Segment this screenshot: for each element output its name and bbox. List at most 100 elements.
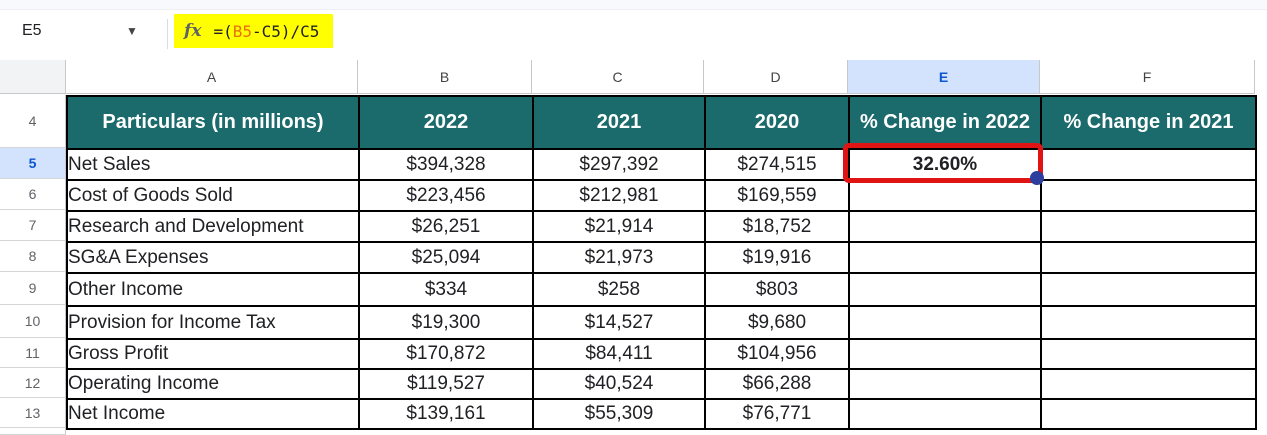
table-row: Operating Income $119,527 $40,524 $66,28… — [66, 368, 1257, 400]
cell[interactable]: $55,309 — [532, 398, 706, 430]
cell[interactable] — [848, 305, 1042, 340]
cell[interactable] — [848, 398, 1042, 430]
cell[interactable] — [848, 241, 1042, 274]
header-2020[interactable]: 2020 — [704, 95, 850, 150]
column-header-d[interactable]: D — [704, 60, 848, 94]
row-label[interactable]: Research and Development — [66, 210, 360, 243]
header-pct-change-2021[interactable]: % Change in 2021 — [1040, 95, 1257, 150]
cell[interactable]: $119,527 — [358, 368, 534, 400]
chevron-down-icon[interactable]: ▼ — [126, 24, 138, 38]
cell[interactable] — [848, 272, 1042, 307]
selected-cell-e5[interactable]: 32.60% — [848, 148, 1042, 181]
row-header-11[interactable]: 11 — [0, 338, 66, 368]
row-header-10[interactable]: 10 — [0, 305, 66, 338]
cell-c5[interactable]: $297,392 — [532, 148, 706, 181]
cell[interactable]: $66,288 — [704, 368, 850, 400]
row-header-13[interactable]: 13 — [0, 398, 66, 428]
row-header-12[interactable]: 12 — [0, 368, 66, 398]
row-header-14-partial[interactable] — [0, 428, 66, 435]
cell[interactable]: $104,956 — [704, 338, 850, 370]
cell[interactable] — [848, 338, 1042, 370]
row-label[interactable]: Net Sales — [66, 148, 360, 181]
formula-input-highlight[interactable]: fx =(B5-C5)/C5 — [174, 14, 334, 48]
cell[interactable]: $21,973 — [532, 241, 706, 274]
row-header-8[interactable]: 8 — [0, 241, 66, 272]
header-2022[interactable]: 2022 — [358, 95, 534, 150]
row-label[interactable]: Cost of Goods Sold — [66, 179, 360, 212]
row-header-7[interactable]: 7 — [0, 210, 66, 241]
row-header-6[interactable]: 6 — [0, 179, 66, 210]
select-all-corner[interactable] — [0, 60, 66, 94]
cell[interactable] — [1040, 241, 1257, 274]
cell[interactable] — [1040, 305, 1257, 340]
cell[interactable] — [1040, 368, 1257, 400]
header-pct-change-2022[interactable]: % Change in 2022 — [848, 95, 1042, 150]
cell[interactable] — [1040, 398, 1257, 430]
table-row: Cost of Goods Sold $223,456 $212,981 $16… — [66, 179, 1257, 212]
row-label[interactable]: Net Income — [66, 398, 360, 430]
cell-b5[interactable]: $394,328 — [358, 148, 534, 181]
name-box[interactable]: E5 ▼ — [0, 10, 150, 58]
formula-part1: =( — [213, 21, 233, 41]
cell[interactable]: $19,300 — [358, 305, 534, 340]
cell[interactable]: $212,981 — [532, 179, 706, 212]
column-headers: A B C D E F — [0, 60, 1255, 95]
table-row: Net Income $139,161 $55,309 $76,771 — [66, 398, 1257, 430]
cell[interactable]: $334 — [358, 272, 534, 307]
cell[interactable] — [848, 368, 1042, 400]
cell[interactable] — [1040, 210, 1257, 243]
cell[interactable]: $9,680 — [704, 305, 850, 340]
cell[interactable] — [848, 179, 1042, 212]
cell[interactable]: $19,916 — [704, 241, 850, 274]
cell[interactable]: $18,752 — [704, 210, 850, 243]
cell[interactable]: $25,094 — [358, 241, 534, 274]
row-headers: 4 5 6 7 8 9 10 11 12 13 — [0, 95, 66, 435]
cell-d5[interactable]: $274,515 — [704, 148, 850, 181]
column-header-b[interactable]: B — [358, 60, 532, 94]
cell[interactable]: $14,527 — [532, 305, 706, 340]
column-header-c[interactable]: C — [532, 60, 704, 94]
cell[interactable]: $21,914 — [532, 210, 706, 243]
cell[interactable]: $40,524 — [532, 368, 706, 400]
table-row: Provision for Income Tax $19,300 $14,527… — [66, 305, 1257, 340]
cell[interactable]: $169,559 — [704, 179, 850, 212]
table-row: Research and Development $26,251 $21,914… — [66, 210, 1257, 243]
cell[interactable] — [1040, 338, 1257, 370]
column-header-e-active[interactable]: E — [848, 60, 1040, 94]
formula-part2: -C5)/C5 — [251, 21, 320, 41]
row-header-4[interactable]: 4 — [0, 95, 66, 148]
table-row: SG&A Expenses $25,094 $21,973 $19,916 — [66, 241, 1257, 274]
column-header-a[interactable]: A — [66, 60, 358, 94]
cell[interactable]: $223,456 — [358, 179, 534, 212]
header-2021[interactable]: 2021 — [532, 95, 706, 150]
row-label[interactable]: Provision for Income Tax — [66, 305, 360, 340]
table-row: Gross Profit $170,872 $84,411 $104,956 — [66, 338, 1257, 370]
column-header-f[interactable]: F — [1040, 60, 1255, 94]
row-header-5-active[interactable]: 5 — [0, 148, 66, 179]
row-label[interactable]: Gross Profit — [66, 338, 360, 370]
cell[interactable]: $84,411 — [532, 338, 706, 370]
cell[interactable] — [848, 210, 1042, 243]
row-label[interactable]: Operating Income — [66, 368, 360, 400]
cell[interactable] — [1040, 179, 1257, 212]
fill-handle[interactable] — [1030, 171, 1044, 185]
window-top-strip — [0, 0, 1267, 10]
header-particulars[interactable]: Particulars (in millions) — [66, 95, 360, 150]
financials-table: Particulars (in millions) 2022 2021 2020… — [66, 95, 1257, 430]
formula-text[interactable]: =(B5-C5)/C5 — [213, 22, 319, 41]
cell[interactable] — [1040, 272, 1257, 307]
row-label[interactable]: SG&A Expenses — [66, 241, 360, 274]
cell[interactable]: $803 — [704, 272, 850, 307]
cell-f5[interactable] — [1040, 148, 1257, 181]
table-header-row: Particulars (in millions) 2022 2021 2020… — [66, 95, 1257, 150]
cell[interactable]: $170,872 — [358, 338, 534, 370]
cell[interactable]: $26,251 — [358, 210, 534, 243]
row-header-9[interactable]: 9 — [0, 272, 66, 305]
cell[interactable]: $139,161 — [358, 398, 534, 430]
cell[interactable]: $76,771 — [704, 398, 850, 430]
name-box-value[interactable]: E5 — [22, 22, 42, 39]
table-row: Net Sales $394,328 $297,392 $274,515 32.… — [66, 148, 1257, 181]
cell[interactable]: $258 — [532, 272, 706, 307]
row-label[interactable]: Other Income — [66, 272, 360, 307]
